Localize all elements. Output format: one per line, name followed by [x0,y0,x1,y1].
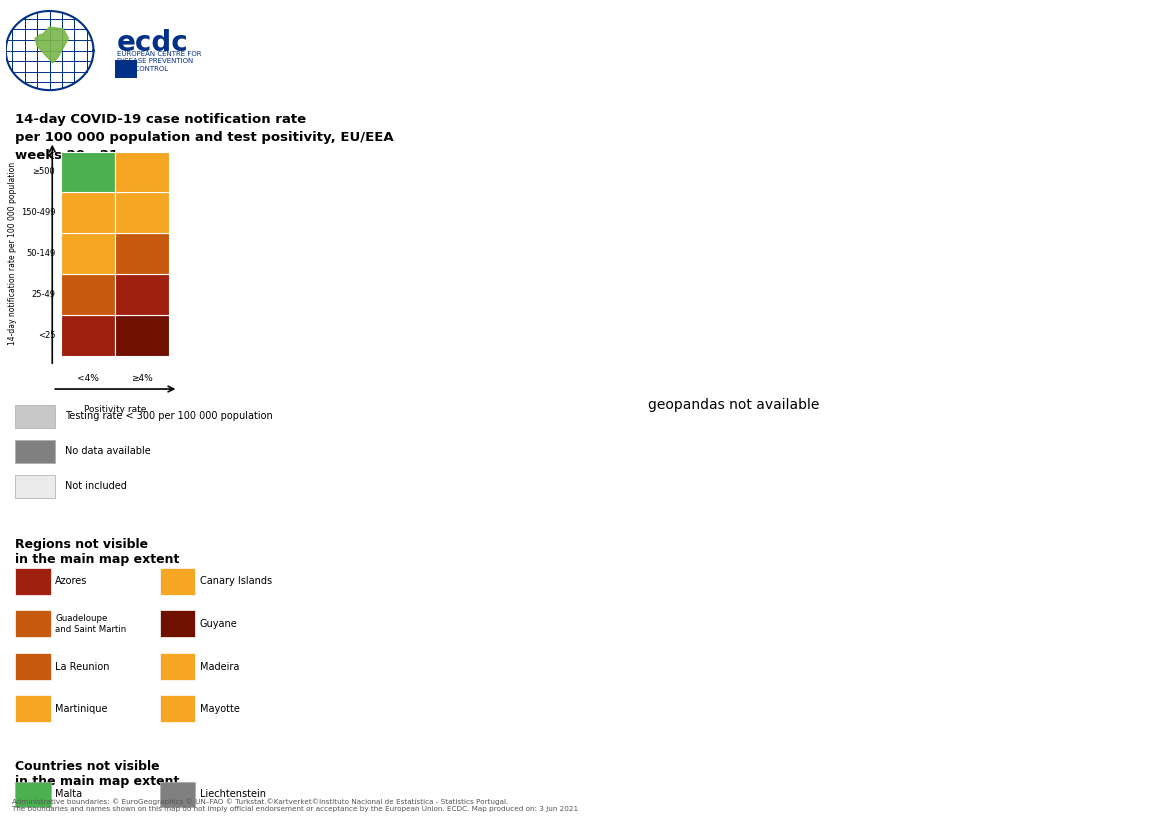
Bar [115,60,137,78]
Bar [61,152,115,192]
Bar [61,315,115,356]
Text: ecdc: ecdc [117,29,189,57]
Text: Canary Islands: Canary Islands [200,577,271,586]
Text: Madeira: Madeira [200,662,239,672]
Text: Martinique: Martinique [56,704,108,714]
Text: Positivity rate: Positivity rate [84,405,146,414]
Bar [115,315,169,356]
Text: Not included: Not included [65,482,126,491]
Text: Malta: Malta [56,790,82,799]
Bar [160,653,195,680]
Bar [61,274,115,315]
Bar [160,782,195,807]
Text: Liechtenstein: Liechtenstein [200,790,266,799]
Bar [160,568,195,595]
Text: Regions not visible
in the main map extent: Regions not visible in the main map exte… [15,538,180,566]
Bar [61,192,115,233]
Text: Mayotte: Mayotte [200,704,240,714]
Bar [61,233,115,274]
Text: <25: <25 [38,332,56,340]
Bar [15,475,56,498]
Text: 50-149: 50-149 [26,250,56,258]
Bar [15,782,51,807]
Bar [15,695,51,722]
Text: 25-49: 25-49 [31,291,56,299]
Text: Guyane: Guyane [200,619,238,629]
Bar [115,192,169,233]
Bar [15,610,51,637]
Bar [115,152,169,192]
Bar [160,695,195,722]
Text: Countries not visible
in the main map extent: Countries not visible in the main map ex… [15,760,180,788]
Bar [15,653,51,680]
Text: ≥4%: ≥4% [131,374,153,383]
Text: <4%: <4% [78,374,100,383]
Text: geopandas not available: geopandas not available [648,398,819,413]
Bar [160,610,195,637]
Text: No data available: No data available [65,446,151,456]
Text: Guadeloupe
and Saint Martin: Guadeloupe and Saint Martin [56,614,126,634]
Text: Testing rate < 300 per 100 000 population: Testing rate < 300 per 100 000 populatio… [65,411,273,421]
Bar [15,440,56,463]
Text: 14-day notification rate per 100 000 population: 14-day notification rate per 100 000 pop… [8,162,16,346]
Text: La Reunion: La Reunion [56,662,110,672]
Text: Azores: Azores [56,577,88,586]
Text: EUROPEAN CENTRE FOR
DISEASE PREVENTION
AND CONTROL: EUROPEAN CENTRE FOR DISEASE PREVENTION A… [117,51,202,72]
Text: Administrative boundaries: © EuroGeographics © UN–FAO © Turkstat.©Kartverket©Ins: Administrative boundaries: © EuroGeograp… [12,799,578,812]
Bar [15,568,51,595]
Bar [115,274,169,315]
Polygon shape [35,27,68,63]
Text: ≥500: ≥500 [32,168,56,176]
Text: 150-499: 150-499 [21,209,56,217]
Text: 14-day COVID-19 case notification rate
per 100 000 population and test positivit: 14-day COVID-19 case notification rate p… [15,113,394,162]
Bar [15,405,56,428]
Bar [115,233,169,274]
